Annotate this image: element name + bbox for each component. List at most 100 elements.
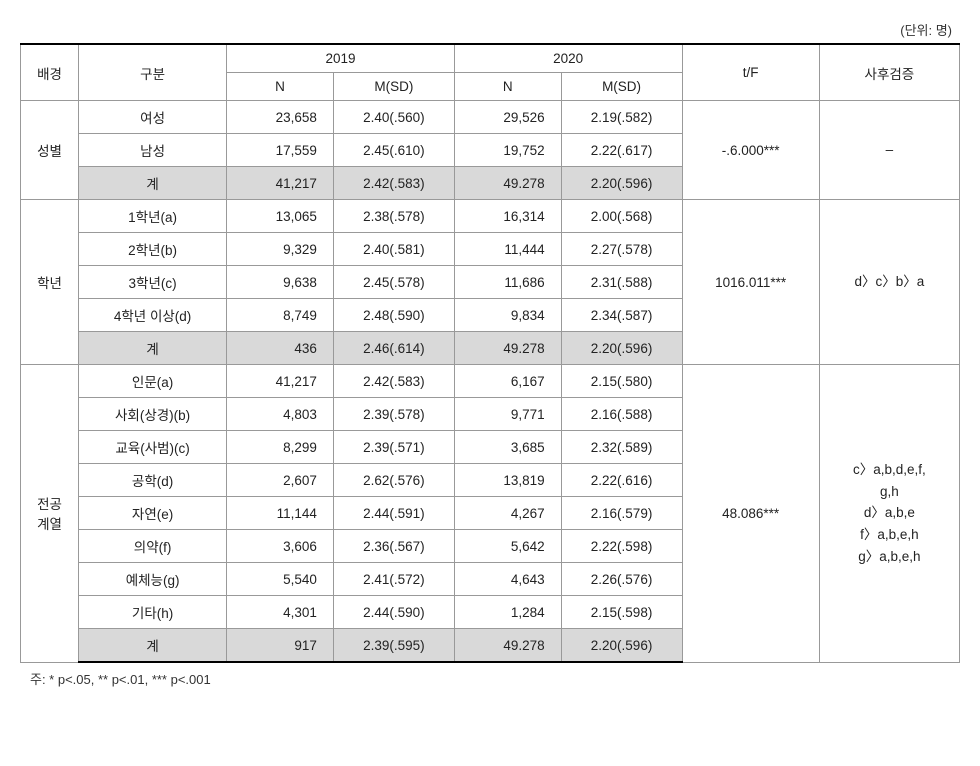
subtotal-msd-2020-cell: 2.20(.596) — [561, 167, 682, 200]
tf-cell: 48.086*** — [682, 365, 819, 663]
msd-2020-cell: 2.22(.616) — [561, 464, 682, 497]
table-row: 전공 계열인문(a)41,2172.42(.583)6,1672.15(.580… — [21, 365, 960, 398]
n-2019-cell: 8,299 — [227, 431, 334, 464]
category-cell: 기타(h) — [79, 596, 227, 629]
subtotal-msd-2019-cell: 2.42(.583) — [333, 167, 454, 200]
subtotal-msd-2019-cell: 2.39(.595) — [333, 629, 454, 663]
n-2019-cell: 2,607 — [227, 464, 334, 497]
n-2020-cell: 5,642 — [454, 530, 561, 563]
header-n-2020: N — [454, 73, 561, 101]
msd-2019-cell: 2.48(.590) — [333, 299, 454, 332]
header-tf: t/F — [682, 44, 819, 101]
category-cell: 사회(상경)(b) — [79, 398, 227, 431]
msd-2019-cell: 2.39(.578) — [333, 398, 454, 431]
category-cell: 인문(a) — [79, 365, 227, 398]
msd-2020-cell: 2.22(.598) — [561, 530, 682, 563]
posthoc-cell: – — [819, 101, 959, 200]
n-2019-cell: 3,606 — [227, 530, 334, 563]
n-2020-cell: 16,314 — [454, 200, 561, 233]
msd-2019-cell: 2.39(.571) — [333, 431, 454, 464]
msd-2019-cell: 2.45(.610) — [333, 134, 454, 167]
msd-2020-cell: 2.16(.579) — [561, 497, 682, 530]
subtotal-n-2019-cell: 917 — [227, 629, 334, 663]
header-posthoc: 사후검증 — [819, 44, 959, 101]
msd-2019-cell: 2.38(.578) — [333, 200, 454, 233]
subtotal-label-cell: 계 — [79, 629, 227, 663]
n-2019-cell: 8,749 — [227, 299, 334, 332]
msd-2020-cell: 2.15(.598) — [561, 596, 682, 629]
n-2019-cell: 4,301 — [227, 596, 334, 629]
subtotal-n-2019-cell: 436 — [227, 332, 334, 365]
msd-2020-cell: 2.34(.587) — [561, 299, 682, 332]
subtotal-msd-2019-cell: 2.46(.614) — [333, 332, 454, 365]
n-2020-cell: 11,686 — [454, 266, 561, 299]
posthoc-cell: d〉c〉b〉a — [819, 200, 959, 365]
msd-2020-cell: 2.26(.576) — [561, 563, 682, 596]
header-msd-2019: M(SD) — [333, 73, 454, 101]
n-2019-cell: 17,559 — [227, 134, 334, 167]
group-name-cell: 성별 — [21, 101, 79, 200]
subtotal-n-2019-cell: 41,217 — [227, 167, 334, 200]
subtotal-n-2020-cell: 49.278 — [454, 629, 561, 663]
category-cell: 공학(d) — [79, 464, 227, 497]
n-2020-cell: 13,819 — [454, 464, 561, 497]
header-2019: 2019 — [227, 44, 455, 73]
msd-2019-cell: 2.44(.591) — [333, 497, 454, 530]
category-cell: 교육(사범)(c) — [79, 431, 227, 464]
msd-2020-cell: 2.31(.588) — [561, 266, 682, 299]
n-2019-cell: 13,065 — [227, 200, 334, 233]
msd-2019-cell: 2.40(.581) — [333, 233, 454, 266]
tf-cell: -.6.000*** — [682, 101, 819, 200]
unit-label: (단위: 명) — [20, 20, 960, 39]
n-2020-cell: 9,834 — [454, 299, 561, 332]
category-cell: 1학년(a) — [79, 200, 227, 233]
n-2020-cell: 19,752 — [454, 134, 561, 167]
msd-2020-cell: 2.27(.578) — [561, 233, 682, 266]
msd-2019-cell: 2.41(.572) — [333, 563, 454, 596]
header-msd-2020: M(SD) — [561, 73, 682, 101]
table-header: 배경 구분 2019 2020 t/F 사후검증 N M(SD) N M(SD) — [21, 44, 960, 101]
n-2019-cell: 11,144 — [227, 497, 334, 530]
table-body: 성별여성23,6582.40(.560)29,5262.19(.582)-.6.… — [21, 101, 960, 663]
tf-cell: 1016.011*** — [682, 200, 819, 365]
subtotal-n-2020-cell: 49.278 — [454, 332, 561, 365]
n-2020-cell: 9,771 — [454, 398, 561, 431]
n-2020-cell: 29,526 — [454, 101, 561, 134]
category-cell: 4학년 이상(d) — [79, 299, 227, 332]
n-2020-cell: 11,444 — [454, 233, 561, 266]
subtotal-n-2020-cell: 49.278 — [454, 167, 561, 200]
subtotal-msd-2020-cell: 2.20(.596) — [561, 332, 682, 365]
n-2020-cell: 3,685 — [454, 431, 561, 464]
n-2020-cell: 4,643 — [454, 563, 561, 596]
msd-2020-cell: 2.32(.589) — [561, 431, 682, 464]
msd-2020-cell: 2.00(.568) — [561, 200, 682, 233]
n-2019-cell: 4,803 — [227, 398, 334, 431]
group-name-cell: 학년 — [21, 200, 79, 365]
category-cell: 예체능(g) — [79, 563, 227, 596]
category-cell: 의약(f) — [79, 530, 227, 563]
group-name-cell: 전공 계열 — [21, 365, 79, 663]
msd-2020-cell: 2.15(.580) — [561, 365, 682, 398]
msd-2019-cell: 2.40(.560) — [333, 101, 454, 134]
msd-2019-cell: 2.62(.576) — [333, 464, 454, 497]
n-2020-cell: 4,267 — [454, 497, 561, 530]
msd-2020-cell: 2.19(.582) — [561, 101, 682, 134]
category-cell: 3학년(c) — [79, 266, 227, 299]
msd-2019-cell: 2.42(.583) — [333, 365, 454, 398]
footnote: 주: * p<.05, ** p<.01, *** p<.001 — [20, 669, 960, 688]
n-2019-cell: 9,329 — [227, 233, 334, 266]
posthoc-cell: c〉a,b,d,e,f, g,h d〉a,b,e f〉a,b,e,h g〉a,b… — [819, 365, 959, 663]
n-2020-cell: 6,167 — [454, 365, 561, 398]
subtotal-label-cell: 계 — [79, 167, 227, 200]
header-n-2019: N — [227, 73, 334, 101]
n-2019-cell: 41,217 — [227, 365, 334, 398]
n-2019-cell: 5,540 — [227, 563, 334, 596]
data-table: 배경 구분 2019 2020 t/F 사후검증 N M(SD) N M(SD)… — [20, 43, 960, 663]
msd-2019-cell: 2.44(.590) — [333, 596, 454, 629]
msd-2019-cell: 2.45(.578) — [333, 266, 454, 299]
msd-2020-cell: 2.22(.617) — [561, 134, 682, 167]
subtotal-label-cell: 계 — [79, 332, 227, 365]
category-cell: 2학년(b) — [79, 233, 227, 266]
table-row: 성별여성23,6582.40(.560)29,5262.19(.582)-.6.… — [21, 101, 960, 134]
category-cell: 자연(e) — [79, 497, 227, 530]
